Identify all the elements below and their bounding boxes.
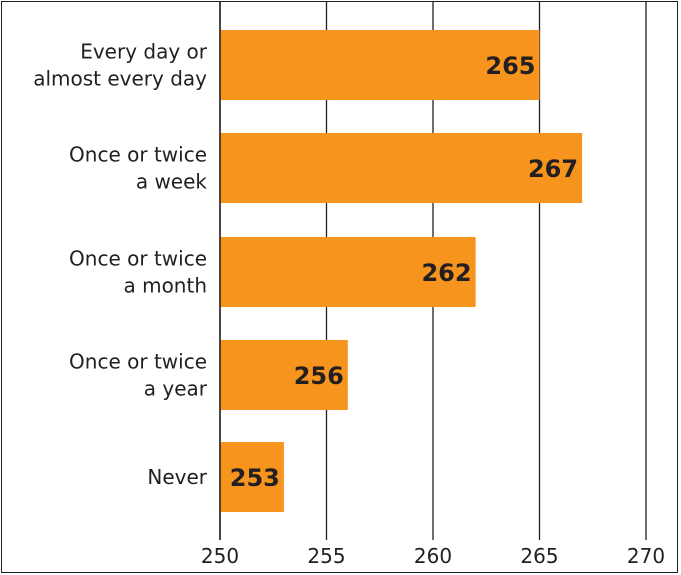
x-tick-label-255: 255 <box>307 544 345 568</box>
data-label-3: 256 <box>294 362 344 390</box>
data-label-4: 253 <box>230 464 280 492</box>
x-tick-label-265: 265 <box>520 544 558 568</box>
x-tick-label-260: 260 <box>414 544 452 568</box>
bar-1 <box>220 133 583 203</box>
category-label-2-0: Once or twice <box>69 247 207 271</box>
category-label-3-0: Once or twice <box>69 350 207 374</box>
bar-3 <box>220 340 348 410</box>
bar-4 <box>220 442 284 512</box>
bar-2 <box>220 237 476 307</box>
category-label-1-1: a week <box>136 170 208 194</box>
data-label-2: 262 <box>421 259 471 287</box>
category-label-3-1: a year <box>144 377 208 401</box>
x-tick-label-250: 250 <box>201 544 239 568</box>
data-label-1: 267 <box>528 155 578 183</box>
category-label-4-0: Never <box>147 465 207 489</box>
x-tick-label-270: 270 <box>627 544 665 568</box>
data-label-0: 265 <box>485 52 535 80</box>
category-label-2-1: a month <box>123 274 207 298</box>
category-label-1-0: Once or twice <box>69 143 207 167</box>
category-label-0-1: almost every day <box>33 67 207 91</box>
category-label-0-0: Every day or <box>80 40 208 64</box>
bar-0 <box>220 30 540 100</box>
